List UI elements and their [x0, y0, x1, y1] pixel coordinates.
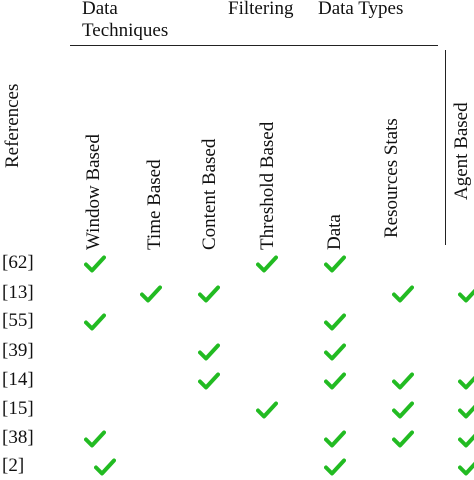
check-icon — [84, 313, 106, 331]
reference-label: [55] — [2, 310, 34, 331]
check-icon — [84, 255, 106, 273]
header-rule — [70, 45, 438, 46]
column-header-references: References — [2, 83, 23, 168]
check-icon — [324, 372, 346, 390]
check-icon — [458, 285, 474, 303]
reference-label: [39] — [2, 340, 34, 361]
column-header-window-based: Window Based — [83, 134, 104, 250]
check-icon — [324, 343, 346, 361]
check-icon — [458, 430, 474, 448]
check-icon — [256, 401, 278, 419]
check-icon — [140, 285, 162, 303]
check-icon — [94, 458, 116, 476]
check-icon — [458, 401, 474, 419]
check-icon — [256, 255, 278, 273]
reference-label: [38] — [2, 427, 34, 448]
group-header-data-techniques-label: Data Techniques — [82, 0, 169, 41]
column-header-time-based: Time Based — [144, 159, 165, 250]
check-icon — [458, 372, 474, 390]
check-icon — [198, 285, 220, 303]
check-icon — [392, 401, 414, 419]
column-header-agent-based: Agent Based — [451, 102, 472, 200]
check-icon — [324, 255, 346, 273]
column-divider — [445, 50, 446, 245]
reference-label: [2] — [2, 455, 25, 476]
check-icon — [324, 430, 346, 448]
group-header-filtering: Filtering — [228, 0, 294, 19]
reference-label: [13] — [2, 282, 34, 303]
check-icon — [84, 430, 106, 448]
reference-label: [14] — [2, 369, 34, 390]
check-icon — [198, 343, 220, 361]
check-icon — [198, 372, 220, 390]
column-header-data: Data — [324, 214, 345, 250]
column-header-content-based: Content Based — [199, 138, 220, 250]
group-header-data-types: Data Types — [318, 0, 404, 19]
column-header-resources-stats: Resources Stats — [381, 118, 402, 238]
check-icon — [392, 285, 414, 303]
check-icon — [458, 458, 474, 476]
check-icon — [324, 458, 346, 476]
group-header-data-techniques: Data Techniques — [82, 0, 192, 42]
column-header-threshold-based: Threshold Based — [257, 121, 278, 250]
check-icon — [392, 372, 414, 390]
check-icon — [392, 430, 414, 448]
check-icon — [324, 313, 346, 331]
reference-label: [15] — [2, 398, 34, 419]
reference-label: [62] — [2, 252, 34, 273]
